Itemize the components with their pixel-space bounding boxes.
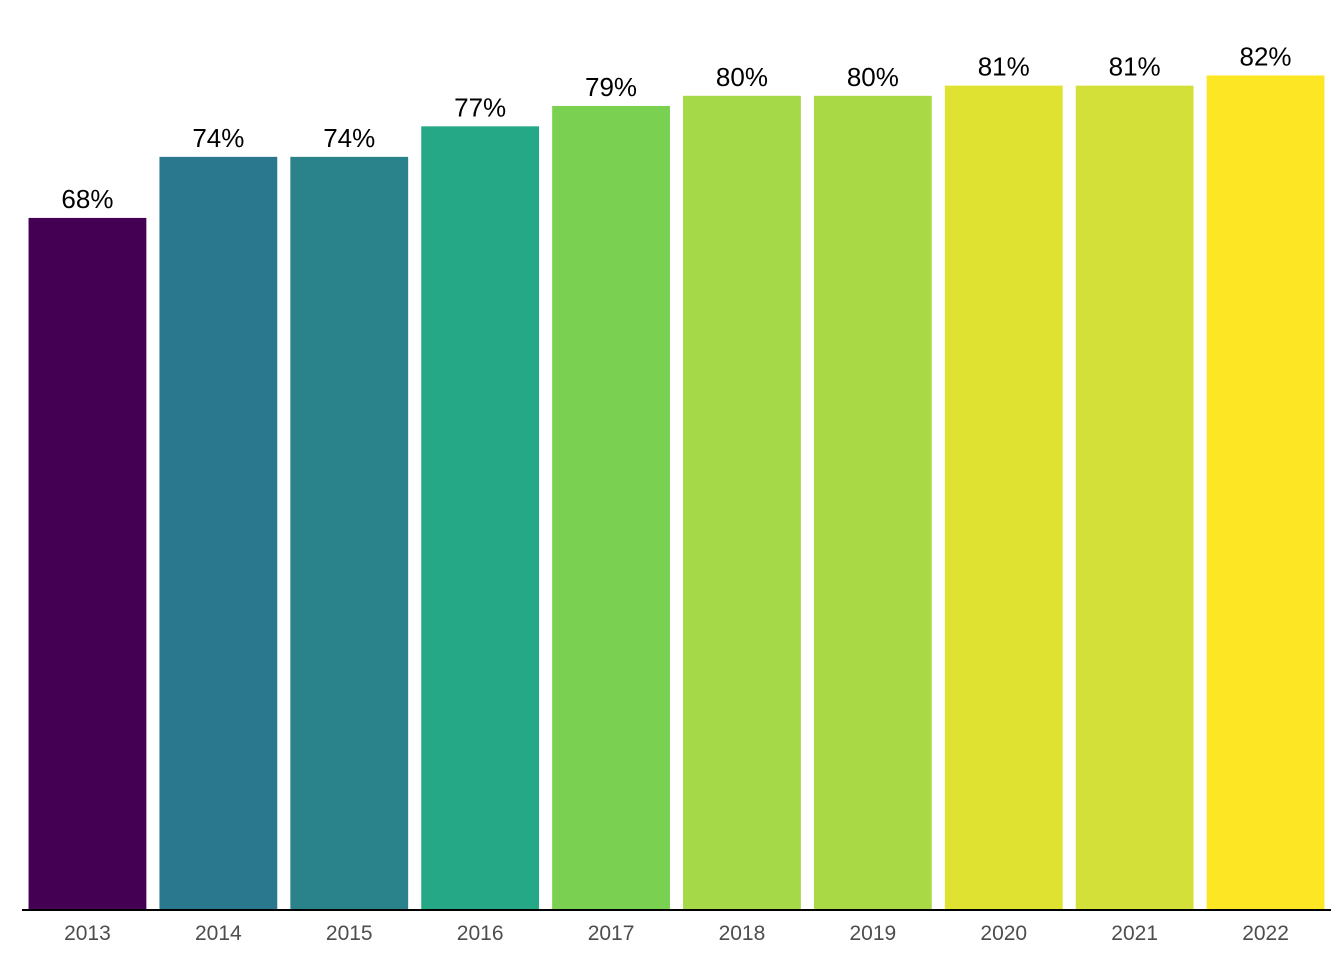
bar-value-label-2015: 74%: [323, 123, 375, 153]
bar-2014: [159, 156, 278, 911]
x-tick-label-2021: 2021: [1111, 922, 1158, 945]
x-tick-label-2019: 2019: [849, 922, 896, 945]
x-tick-label-2017: 2017: [588, 922, 635, 945]
bar-2018: [683, 95, 801, 911]
bars-group: [28, 75, 1325, 911]
x-tick-label-2020: 2020: [980, 922, 1027, 945]
bar-value-label-2019: 80%: [847, 62, 899, 92]
value-labels-group: 68% 74% 74% 77% 79% 80% 80% 81% 81% 82%: [61, 41, 1291, 213]
x-tick-labels-group: 2013 2014 2015 2016 2017 2018 2019 2020 2021 2022: [64, 922, 1289, 945]
bar-2015: [290, 156, 409, 911]
x-tick-label-2015: 2015: [326, 922, 373, 945]
bar-2022: [1206, 75, 1325, 910]
bar-2020: [944, 85, 1063, 911]
bar-value-label-2021: 81%: [1109, 52, 1161, 82]
bar-value-label-2013: 68%: [61, 184, 113, 214]
bar-value-label-2016: 77%: [454, 92, 506, 122]
bar-value-label-2017: 79%: [585, 72, 637, 102]
bar-2017: [552, 105, 670, 911]
bar-2021: [1075, 85, 1194, 911]
bar-2013: [28, 217, 147, 910]
bar-value-label-2018: 80%: [716, 62, 768, 92]
x-tick-label-2022: 2022: [1242, 922, 1289, 945]
bar-value-label-2022: 82%: [1240, 41, 1292, 71]
bar-2019: [813, 95, 932, 911]
x-tick-label-2016: 2016: [457, 922, 504, 945]
bar-value-label-2020: 81%: [978, 52, 1030, 82]
bar-value-label-2014: 74%: [192, 123, 244, 153]
x-tick-label-2018: 2018: [719, 922, 766, 945]
x-tick-label-2014: 2014: [195, 922, 242, 945]
bar-2016: [421, 126, 540, 910]
x-tick-label-2013: 2013: [64, 922, 111, 945]
